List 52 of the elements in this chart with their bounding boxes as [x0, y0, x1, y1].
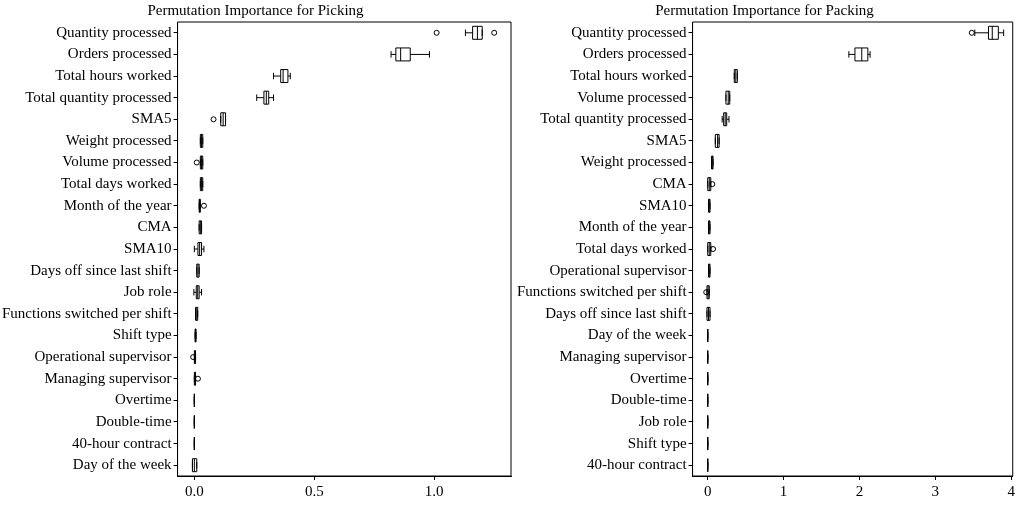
x-tick-label: 3 — [931, 482, 940, 499]
y-tick-label: Day of the week — [72, 456, 173, 473]
y-tick-label: Quantity processed — [571, 23, 688, 40]
x-tick-label: 4 — [1007, 482, 1016, 499]
x-tick-label: 2 — [855, 482, 864, 499]
x-tick-label: 1 — [779, 482, 788, 499]
y-tick-label: Operational supervisor — [549, 261, 687, 278]
y-tick-label: Volume processed — [62, 153, 173, 170]
y-tick-label: 40-hour contract — [72, 434, 173, 451]
y-tick-label: Job role — [638, 412, 687, 429]
y-tick-label: Quantity processed — [56, 23, 173, 40]
y-tick-label: Functions switched per shift — [516, 283, 688, 300]
chart-title: Permutation Importance for Packing — [655, 1, 875, 18]
x-tick-label: 0 — [703, 482, 712, 499]
y-tick-label: Shift type — [627, 434, 687, 451]
y-tick-label: Total hours worked — [570, 66, 688, 83]
y-tick-label: Weight processed — [580, 153, 688, 170]
x-tick-label: 0.0 — [184, 482, 204, 499]
y-tick-label: Total days worked — [575, 239, 688, 256]
x-tick-label: 0.5 — [304, 482, 324, 499]
y-tick-label: Double-time — [610, 391, 687, 408]
y-tick-label: Shift type — [112, 326, 172, 343]
y-tick-label: Days off since last shift — [30, 261, 173, 278]
y-tick-label: Overtime — [629, 369, 687, 386]
y-tick-label: Days off since last shift — [545, 304, 688, 321]
y-tick-label: Day of the week — [587, 326, 688, 343]
y-tick-label: Double-time — [95, 412, 172, 429]
y-tick-label: Functions switched per shift — [1, 304, 173, 321]
y-tick-label: Managing supervisor — [44, 369, 172, 386]
y-tick-label: Total quantity processed — [25, 88, 173, 105]
y-tick-label: CMA — [652, 175, 687, 192]
y-tick-label: SMA5 — [131, 110, 172, 127]
y-tick-label: SMA10 — [124, 239, 172, 256]
y-tick-label: Total hours worked — [55, 66, 173, 83]
y-tick-label: Weight processed — [65, 131, 173, 148]
y-tick-label: Overtime — [114, 391, 172, 408]
y-tick-label: SMA10 — [639, 196, 687, 213]
y-tick-label: CMA — [137, 218, 172, 235]
chart-title: Permutation Importance for Picking — [147, 1, 365, 18]
y-tick-label: Job role — [123, 283, 172, 300]
y-tick-label: Month of the year — [63, 196, 172, 213]
y-tick-label: Total days worked — [60, 175, 173, 192]
y-tick-label: 40-hour contract — [587, 456, 688, 473]
y-tick-label: Total quantity processed — [540, 110, 688, 127]
x-tick-label: 1.0 — [424, 482, 444, 499]
y-tick-label: Orders processed — [67, 45, 173, 62]
y-tick-label: SMA5 — [646, 131, 687, 148]
y-tick-label: Managing supervisor — [559, 348, 687, 365]
y-tick-label: Month of the year — [578, 218, 687, 235]
y-tick-label: Orders processed — [582, 45, 688, 62]
y-tick-label: Volume processed — [577, 88, 688, 105]
y-tick-label: Operational supervisor — [34, 348, 172, 365]
